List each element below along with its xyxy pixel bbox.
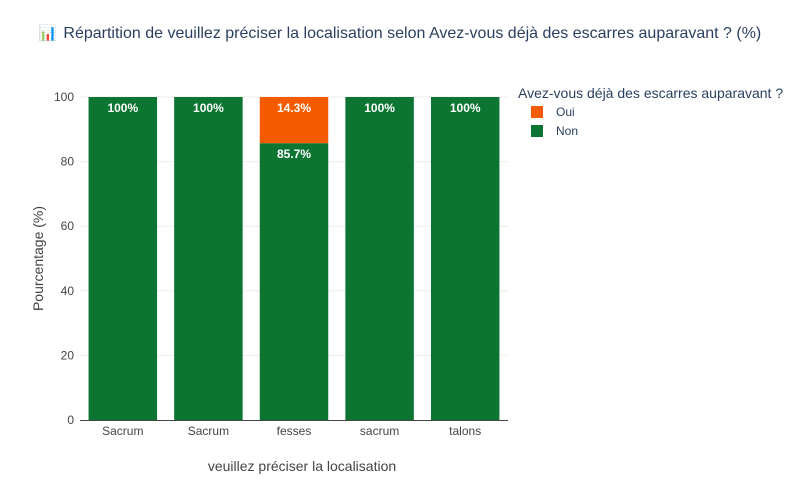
bar-oui [259, 97, 329, 144]
x-tick-label: sacrum [360, 424, 399, 438]
bar-non [345, 97, 414, 420]
legend-title: Avez-vous déjà des escarres auparavant ? [518, 85, 783, 101]
bar-non [174, 97, 243, 420]
x-tick-label: talons [449, 424, 481, 438]
legend-swatch-oui [531, 106, 543, 118]
bar-label: 14.3% [277, 101, 311, 115]
chart-title-text: Répartition de veuillez préciser la loca… [63, 25, 762, 42]
bars [88, 97, 500, 420]
bar-non [430, 97, 500, 420]
x-axis-title: veuillez préciser la localisation [208, 458, 396, 474]
x-tick-label: Sacrum [102, 424, 143, 438]
bar-non [259, 143, 329, 420]
x-tick-label: Sacrum [188, 424, 229, 438]
legend: Avez-vous déjà des escarres auparavant ?… [518, 85, 783, 138]
legend-item-non[interactable]: Non [556, 124, 578, 138]
legend-swatch-non [531, 125, 543, 137]
y-tick-label: 0 [67, 413, 74, 427]
y-tick-label: 40 [61, 284, 75, 298]
y-tick-label: 60 [61, 219, 75, 233]
bar-label: 100% [450, 101, 481, 115]
y-axis-title: Pourcentage (%) [30, 206, 46, 311]
legend-item-oui[interactable]: Oui [556, 105, 575, 119]
y-tick-label: 20 [61, 348, 75, 362]
x-axis-ticks: Sacrum Sacrum fesses sacrum talons [102, 424, 481, 438]
y-tick-label: 80 [61, 155, 75, 169]
bar-label: 100% [364, 101, 395, 115]
y-tick-label: 100 [54, 90, 74, 104]
chart-title: 📊 Répartition de veuillez préciser la loc… [0, 24, 800, 43]
bar-chart-icon: 📊 [38, 25, 58, 42]
bar-label: 100% [107, 101, 138, 115]
y-axis-ticks: 0 20 40 60 80 100 [54, 90, 74, 427]
x-tick-label: fesses [277, 424, 312, 438]
bar-label: 100% [193, 101, 224, 115]
bar-labels: 100% 100% 85.7% 14.3% 100% 100% [107, 101, 480, 161]
bar-label: 85.7% [277, 147, 311, 161]
bar-non [88, 97, 158, 420]
